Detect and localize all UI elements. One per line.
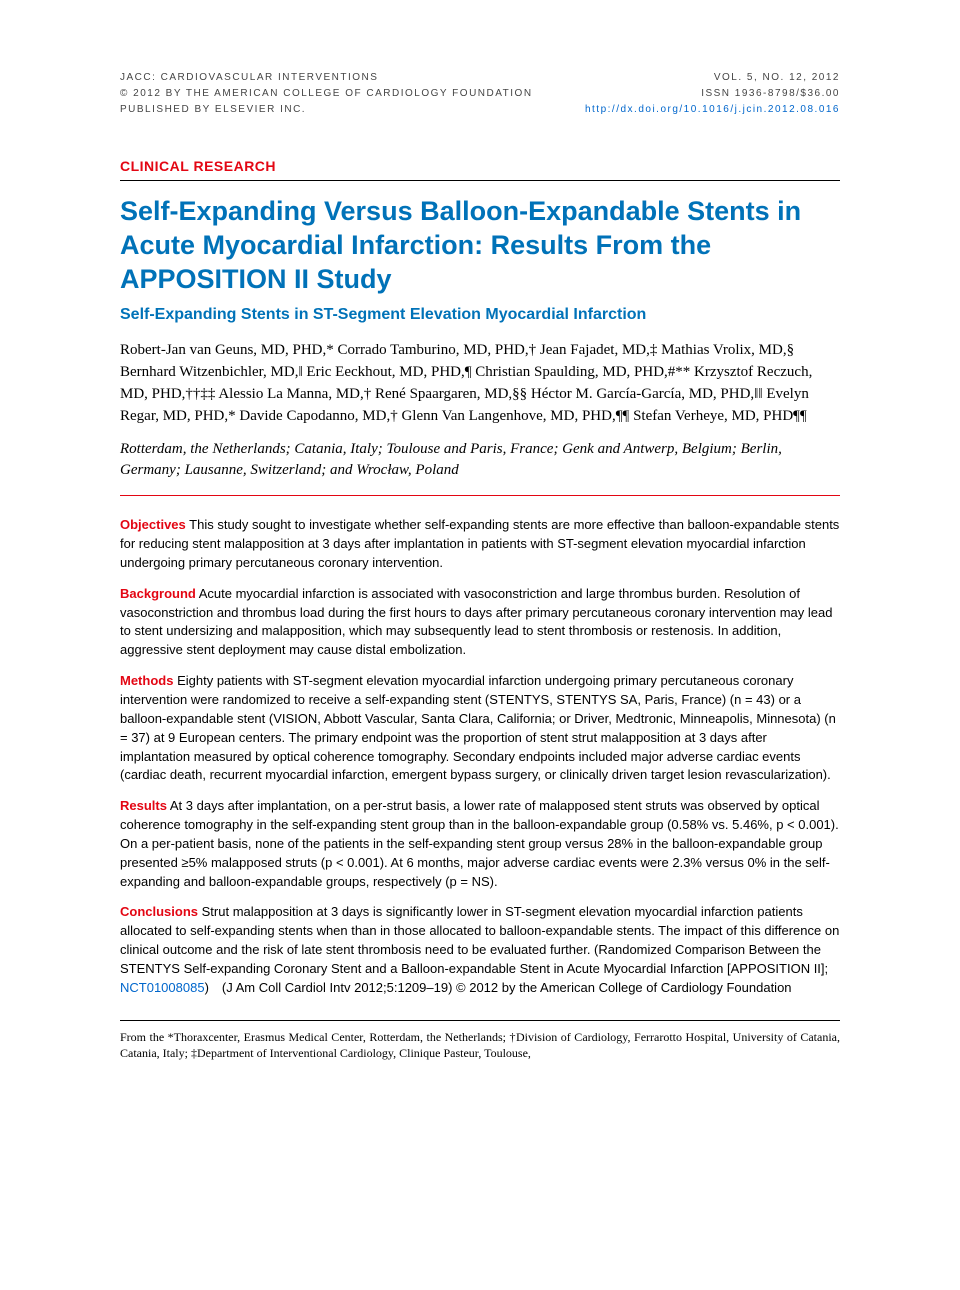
abstract: Objectives This study sought to investig… <box>120 516 840 997</box>
journal-name: JACC: CARDIOVASCULAR INTERVENTIONS <box>120 70 533 86</box>
issn-line: ISSN 1936-8798/$36.00 <box>585 86 840 102</box>
header-left: JACC: CARDIOVASCULAR INTERVENTIONS © 201… <box>120 70 533 118</box>
doi-link[interactable]: http://dx.doi.org/10.1016/j.jcin.2012.08… <box>585 104 840 115</box>
article-subtitle: Self-Expanding Stents in ST-Segment Elev… <box>120 306 840 324</box>
abstract-results: Results At 3 days after implantation, on… <box>120 797 840 891</box>
abstract-top-rule <box>120 495 840 496</box>
author-list: Robert-Jan van Geuns, MD, PHD,* Corrado … <box>120 340 840 427</box>
results-text: At 3 days after implantation, on a per-s… <box>120 798 839 888</box>
author-footnote: From the *Thoraxcenter, Erasmus Medical … <box>120 1029 840 1063</box>
background-text: Acute myocardial infarction is associate… <box>120 586 832 658</box>
results-label: Results <box>120 798 167 813</box>
volume-issue: VOL. 5, NO. 12, 2012 <box>585 70 840 86</box>
abstract-conclusions: Conclusions Strut malapposition at 3 day… <box>120 903 840 997</box>
copyright-line: © 2012 BY THE AMERICAN COLLEGE OF CARDIO… <box>120 86 533 102</box>
conclusions-text-after: ) (J Am Coll Cardiol Intv 2012;5:1209–19… <box>205 980 792 995</box>
publisher-line: PUBLISHED BY ELSEVIER INC. <box>120 102 533 118</box>
objectives-text: This study sought to investigate whether… <box>120 517 839 570</box>
title-rule <box>120 180 840 181</box>
conclusions-text-before: Strut malapposition at 3 days is signifi… <box>120 904 839 976</box>
methods-text: Eighty patients with ST-segment elevatio… <box>120 673 836 782</box>
section-label: CLINICAL RESEARCH <box>120 158 840 174</box>
trial-id-link[interactable]: NCT01008085 <box>120 980 205 995</box>
objectives-label: Objectives <box>120 517 186 532</box>
header-right: VOL. 5, NO. 12, 2012 ISSN 1936-8798/$36.… <box>585 70 840 118</box>
abstract-background: Background Acute myocardial infarction i… <box>120 585 840 660</box>
running-header: JACC: CARDIOVASCULAR INTERVENTIONS © 201… <box>120 70 840 118</box>
abstract-objectives: Objectives This study sought to investig… <box>120 516 840 573</box>
methods-label: Methods <box>120 673 173 688</box>
article-title: Self-Expanding Versus Balloon-Expandable… <box>120 195 840 296</box>
footnote-rule <box>120 1020 840 1021</box>
conclusions-label: Conclusions <box>120 904 198 919</box>
abstract-methods: Methods Eighty patients with ST-segment … <box>120 672 840 785</box>
page: JACC: CARDIOVASCULAR INTERVENTIONS © 201… <box>0 0 960 1112</box>
background-label: Background <box>120 586 196 601</box>
affiliations: Rotterdam, the Netherlands; Catania, Ita… <box>120 439 840 481</box>
